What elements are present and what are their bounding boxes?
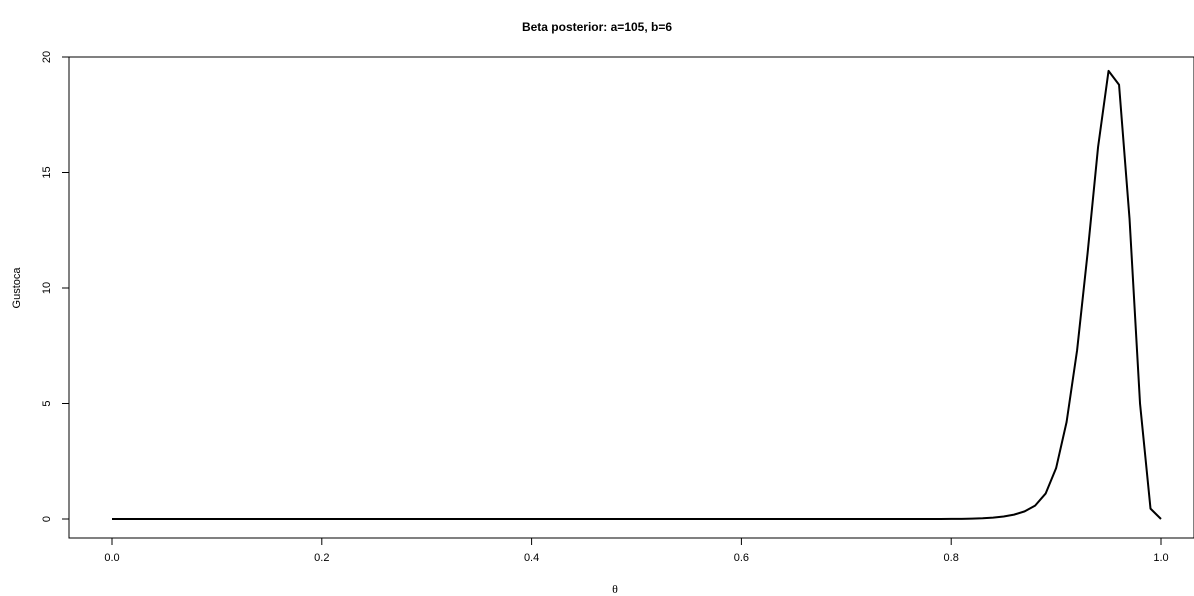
x-tick-label: 0.4 (524, 552, 539, 564)
x-tick-label: 0.8 (944, 552, 959, 564)
x-axis-label: θ (612, 582, 618, 596)
x-tick-label: 0.6 (734, 552, 749, 564)
y-tick-label: 15 (41, 166, 53, 178)
y-tick-label: 0 (41, 516, 53, 522)
chart-title: Beta posterior: a=105, b=6 (522, 20, 672, 34)
y-ticks: 0 5 10 15 20 (41, 51, 69, 522)
x-ticks: 0.0 0.2 0.4 0.6 0.8 1.0 (104, 538, 1169, 564)
y-tick-label: 5 (41, 400, 53, 406)
x-tick-label: 0.2 (314, 552, 329, 564)
y-tick-label: 20 (41, 51, 53, 63)
x-tick-label: 1.0 (1153, 552, 1168, 564)
y-tick-label: 10 (41, 282, 53, 294)
y-axis-label: Gustoca (11, 267, 23, 309)
density-line (112, 69, 1162, 520)
x-tick-label: 0.0 (104, 552, 119, 564)
plot-frame (68, 56, 1194, 539)
